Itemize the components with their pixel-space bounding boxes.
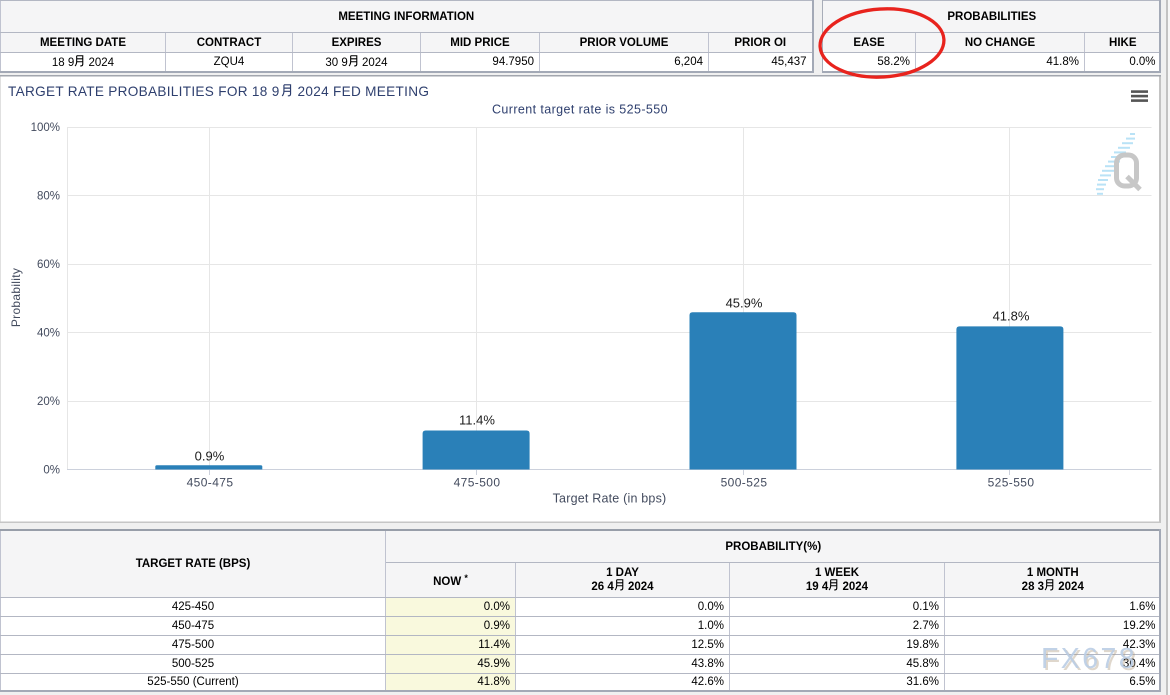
svg-text:20%: 20% <box>37 396 60 408</box>
svg-text:41.8%: 41.8% <box>993 309 1030 324</box>
svg-text:475-500: 475-500 <box>454 476 501 490</box>
svg-text:500-525: 500-525 <box>721 476 768 490</box>
svg-text:Probability: Probability <box>9 268 23 327</box>
svg-text:TARGET RATE PROBABILITIES FOR: TARGET RATE PROBABILITIES FOR 18 9 <box>8 84 280 99</box>
svg-text:2024 FED MEETING: 2024 FED MEETING <box>298 84 430 99</box>
svg-text:11.4%: 11.4% <box>459 413 495 428</box>
svg-text:0.9%: 0.9% <box>195 449 225 464</box>
svg-text:80%: 80% <box>37 191 60 203</box>
svg-text:450-475: 450-475 <box>187 476 234 490</box>
svg-text:40%: 40% <box>37 328 60 340</box>
svg-text:0%: 0% <box>43 465 60 477</box>
svg-text:Target Rate (in bps): Target Rate (in bps) <box>553 492 667 506</box>
svg-text:45.9%: 45.9% <box>726 295 763 310</box>
svg-text:Current target rate is 525-550: Current target rate is 525-550 <box>492 103 668 117</box>
svg-text:525-550: 525-550 <box>988 476 1035 490</box>
svg-text:100%: 100% <box>31 122 60 134</box>
svg-text:60%: 60% <box>37 259 60 271</box>
